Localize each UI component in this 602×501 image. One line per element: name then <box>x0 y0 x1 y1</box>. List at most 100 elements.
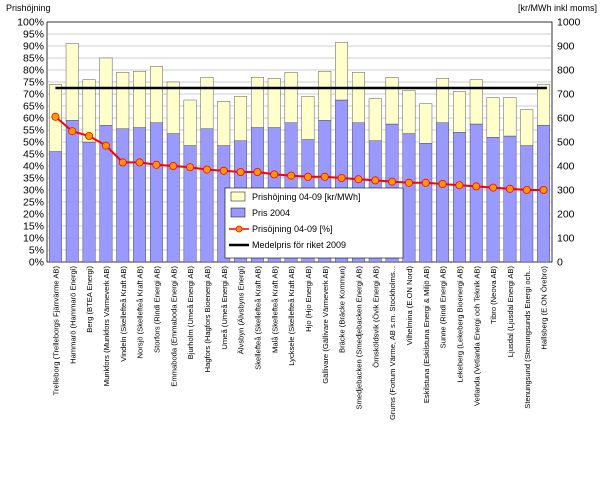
legend-swatch-price-2004 <box>230 207 246 218</box>
percent-point <box>169 161 178 170</box>
percent-point <box>320 172 329 181</box>
category-label: Älvsbyn (Älvsbyns Energi) <box>237 266 246 355</box>
bar-price-2004 <box>452 132 466 263</box>
percent-point <box>253 167 262 176</box>
category-label: Trelleborg (Trelleborgs Fjärrvärme AB) <box>51 266 60 396</box>
percent-point <box>118 158 127 167</box>
left-tick-label: 20% <box>23 209 44 221</box>
percent-point <box>455 181 464 190</box>
bar-price-2004 <box>520 145 534 263</box>
category-label: Ljusdal (Ljusdal Energi AB) <box>506 266 515 358</box>
right-tick-label: 100 <box>557 233 575 245</box>
left-tick-label: 70% <box>23 89 44 101</box>
bar-price-2004 <box>402 133 416 263</box>
bar-price-increase <box>301 96 315 140</box>
percent-point <box>489 183 498 192</box>
percent-point <box>404 178 413 187</box>
bar-price-2004 <box>419 142 433 263</box>
left-tick-label: 55% <box>23 125 44 137</box>
bar-price-increase <box>436 78 450 124</box>
category-labels: Trelleborg (Trelleborgs Fjärrvärme AB) Ha… <box>51 266 548 420</box>
percent-point <box>505 184 514 193</box>
legend-box <box>224 187 404 259</box>
percent-point <box>371 176 380 185</box>
left-tick-label: 95% <box>23 29 44 41</box>
bar-price-increase <box>335 42 349 101</box>
percent-point <box>421 178 430 187</box>
percent-point <box>85 131 94 140</box>
left-tick-label: 35% <box>23 173 44 185</box>
legend-label-price-increase: Prishöjning 04-09 [kr/MWh] <box>252 192 361 202</box>
category-label: Lycksele (Skellefteå Kraft AB) <box>287 266 296 366</box>
bar-price-increase <box>537 84 551 126</box>
category-label: Norsjö (Skellefteå Kraft AB) <box>136 266 145 359</box>
category-label: Örnsköldsvik (Övik Energi AB) <box>371 266 380 368</box>
bar-price-increase <box>469 79 483 125</box>
legend-swatch-price-increase <box>230 191 246 202</box>
bar-price-increase <box>133 70 147 128</box>
category-label: Bjurholm (Umeå Energi AB) <box>186 266 195 360</box>
category-label: Hjo (Hjo Energi AB) <box>304 266 313 332</box>
category-label: Eskilstuna (Eskilstuna Energi & Miljö AB… <box>422 266 431 404</box>
left-axis-title: Prishöjning <box>6 3 51 13</box>
category-label: Munkfors (Munkfors Värmeverk AB) <box>102 266 111 387</box>
percent-point <box>539 185 548 194</box>
right-tick-label: 300 <box>557 185 575 197</box>
left-tick-label: 45% <box>23 149 44 161</box>
bar-price-2004 <box>82 141 96 263</box>
left-tick-label: 90% <box>23 41 44 53</box>
left-tick-label: 75% <box>23 77 44 89</box>
category-label: Smedjebacken (Smedjebacken Energi AB) <box>354 266 363 410</box>
category-label: Skellefteå (Skellefteå Kraft AB) <box>253 266 262 370</box>
bar-price-increase <box>183 99 197 146</box>
bar-price-increase <box>284 72 298 124</box>
category-label: Sunne (Rindi Energi AB) <box>439 266 448 349</box>
bar-price-2004 <box>200 128 214 263</box>
category-label: Vindeln (Skellefteå Kraft AB) <box>119 266 128 362</box>
category-label: Gällivare (Gällivare Värmeverk AB) <box>321 266 330 384</box>
right-tick-label: 0 <box>557 257 563 269</box>
left-tick-label: 65% <box>23 101 44 113</box>
left-tick-label: 60% <box>23 113 44 125</box>
category-label: Vetlanda (Vetlanda Energi och Teknik AB) <box>472 266 481 406</box>
percent-point <box>337 173 346 182</box>
left-tick-label: 25% <box>23 197 44 209</box>
right-tick-label: 800 <box>557 65 575 77</box>
left-tick-label: 50% <box>23 137 44 149</box>
category-label: Malå (Skellefteå Kraft AB) <box>270 266 279 353</box>
bar-price-increase <box>486 97 500 138</box>
right-tick-label: 200 <box>557 209 575 221</box>
left-tick-label: 100% <box>17 17 44 29</box>
percent-point <box>202 165 211 174</box>
percent-point <box>354 175 363 184</box>
percent-point <box>51 112 60 121</box>
left-axis-ticks: 0%5%10%15%20%25%30%35%40%45%50%55%60%65%… <box>17 17 44 269</box>
bar-price-increase <box>267 78 281 128</box>
percent-point <box>522 185 531 194</box>
right-axis-ticks: 0 100 200 300 400 500 600 700 800 900 1000 <box>557 17 581 269</box>
percent-point <box>101 141 110 150</box>
percent-point <box>236 167 245 176</box>
percent-point <box>472 182 481 191</box>
bar-price-2004 <box>133 127 147 263</box>
right-tick-label: 1000 <box>557 17 581 29</box>
left-tick-label: 10% <box>23 233 44 245</box>
bar-price-increase <box>82 79 96 143</box>
legend-label-price-2004: Pris 2004 <box>252 208 290 218</box>
left-tick-label: 15% <box>23 221 44 233</box>
category-label: Hammarö (Hammarö Energi) <box>68 266 77 364</box>
bar-price-increase <box>116 72 130 130</box>
percent-point <box>186 163 195 172</box>
percent-point <box>152 160 161 169</box>
category-label: Vilhelmina (E.ON Nord) <box>405 266 414 346</box>
percent-point <box>270 170 279 179</box>
category-label: Storfors (Rindi Energi AB) <box>152 266 161 353</box>
left-tick-label: 85% <box>23 53 44 65</box>
left-tick-label: 40% <box>23 161 44 173</box>
category-label: Emmaboda (Emmaboda Energi AB) <box>169 266 178 387</box>
percent-point <box>438 179 447 188</box>
bar-price-increase <box>452 91 466 133</box>
category-label: Lekeberg (Lekeberg Bioenergi AB) <box>455 266 464 383</box>
bar-price-increase <box>99 57 113 126</box>
